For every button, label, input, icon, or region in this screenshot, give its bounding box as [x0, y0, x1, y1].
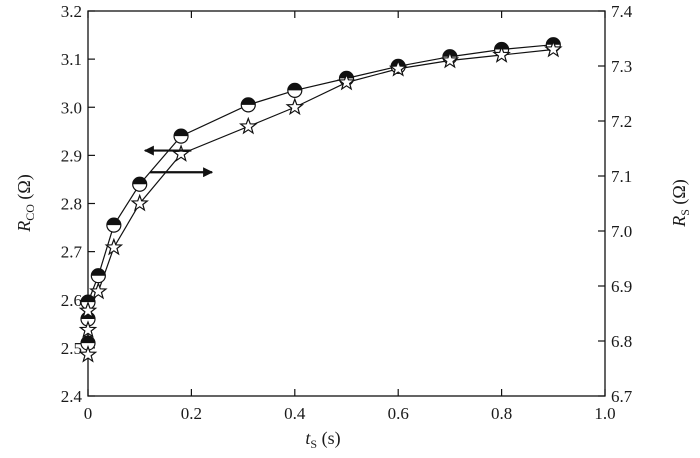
- data-point-star: [89, 281, 108, 300]
- y-right-tick-label: 7.2: [611, 112, 632, 131]
- data-point-star: [544, 39, 563, 58]
- y-left-tick-label: 3.0: [61, 98, 82, 117]
- x-tick-label: 0.4: [284, 404, 306, 423]
- y-right-tick-label: 6.7: [611, 387, 633, 406]
- y-left-tick-label: 2.9: [61, 146, 82, 165]
- plot-frame: [87, 10, 606, 397]
- data-point-half-circle: [287, 82, 303, 99]
- x-tick-label: 0.8: [491, 404, 512, 423]
- y-left-axis-title-sub: CO: [23, 204, 37, 221]
- y-left-tick-label: 2.4: [61, 387, 83, 406]
- x-axis-title-main: t: [305, 428, 311, 448]
- data-point-star: [104, 237, 124, 256]
- series-lines: [87, 44, 554, 355]
- data-point-star: [285, 97, 305, 116]
- y-right-axis-ticks: 6.7 6.8 6.9 7.0 7.1 7.2 7.3 7.4: [598, 2, 633, 406]
- y-left-axis-title: RCO (Ω): [14, 174, 37, 233]
- y-right-tick-label: 6.8: [611, 332, 632, 351]
- axis-arrows: [143, 145, 214, 178]
- data-point-half-circle: [90, 268, 106, 284]
- y-right-tick-label: 7.0: [611, 222, 632, 241]
- y-right-axis-title-sub: S: [678, 209, 692, 216]
- data-point-half-circle: [106, 217, 122, 233]
- y-right-tick-label: 6.9: [611, 277, 632, 296]
- y-left-tick-label: 2.5: [61, 339, 82, 358]
- data-point-star: [78, 300, 98, 319]
- y-right-axis-title-main: R: [669, 216, 689, 228]
- x-tick-label: 1.0: [594, 404, 615, 423]
- data-point-star: [388, 58, 408, 77]
- x-axis-ticks: 0 0.2 0.4 0.6 0.8 1.0: [84, 11, 616, 423]
- y-left-axis-title-unit: (Ω): [14, 174, 35, 204]
- y-left-tick-label: 2.8: [61, 195, 82, 214]
- x-tick-label: 0.6: [388, 404, 409, 423]
- y-right-tick-label: 7.1: [611, 167, 632, 186]
- data-point-half-circle: [240, 97, 256, 113]
- data-point-star: [238, 116, 258, 135]
- y-right-tick-label: 7.4: [611, 2, 633, 21]
- data-point-star: [440, 50, 460, 69]
- series-markers: [78, 37, 563, 363]
- y-left-tick-label: 3.2: [61, 2, 82, 21]
- y-left-axis-title-main: R: [14, 221, 34, 233]
- y-right-axis-title-unit: (Ω): [669, 179, 690, 209]
- data-point-half-circle: [173, 128, 189, 144]
- y-right-axis-title: RS (Ω): [669, 179, 692, 228]
- series-line-1: [87, 48, 554, 355]
- data-point-star: [130, 193, 149, 212]
- y-left-tick-label: 3.1: [61, 50, 82, 69]
- x-axis-title-unit: (s): [317, 428, 341, 449]
- data-point-star: [78, 320, 98, 338]
- data-point-half-circle: [132, 176, 148, 192]
- data-point-star: [78, 344, 98, 363]
- x-axis-title-sub: S: [310, 437, 317, 451]
- series-line-0: [87, 44, 554, 344]
- y-left-tick-label: 2.6: [61, 291, 82, 310]
- data-point-star: [171, 144, 191, 162]
- y-left-tick-label: 2.7: [61, 243, 83, 262]
- y-left-axis-ticks: 2.4 2.5 2.6 2.7 2.8 2.9 3.0 3.1 3.2: [61, 2, 95, 406]
- data-point-star: [337, 72, 356, 91]
- x-tick-label: 0.2: [181, 404, 202, 423]
- x-tick-label: 0: [84, 404, 93, 423]
- y-right-tick-label: 7.3: [611, 57, 632, 76]
- x-axis-title: tS (s): [305, 428, 340, 451]
- data-point-star: [492, 45, 511, 63]
